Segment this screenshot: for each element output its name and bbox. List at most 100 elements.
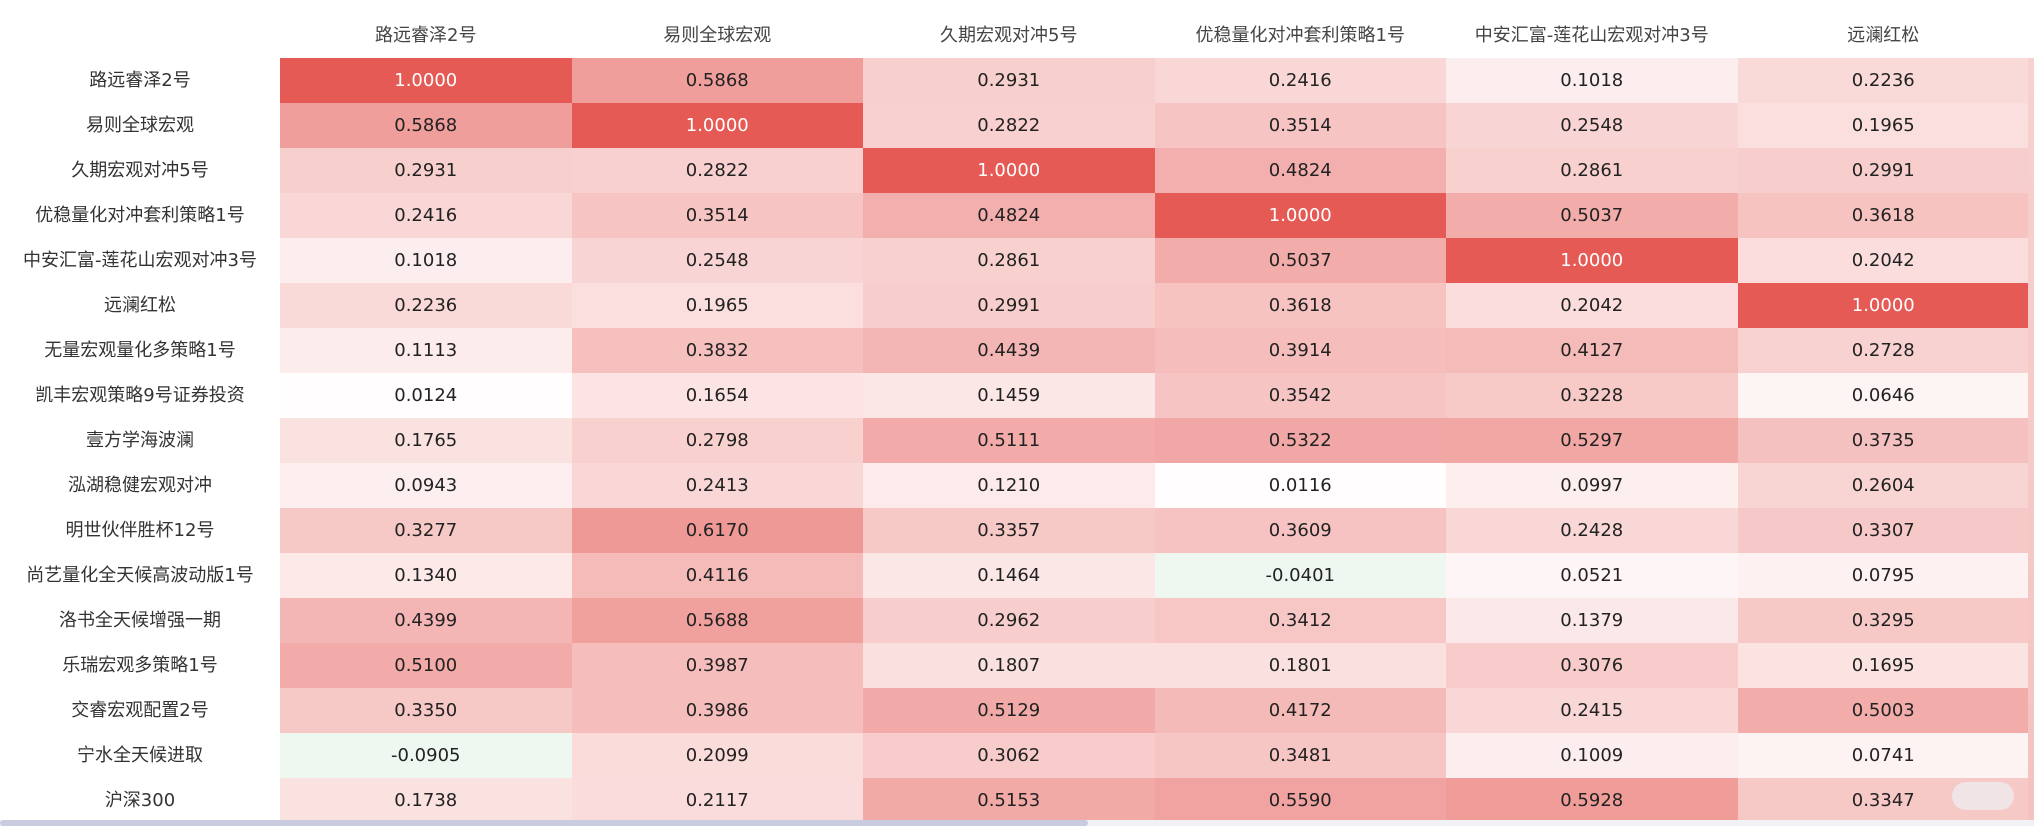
matrix-cell: 0.2236 bbox=[1737, 58, 2029, 103]
matrix-cell: 0.1340 bbox=[280, 553, 572, 598]
row-label: 洛书全天候增强一期 bbox=[59, 610, 221, 631]
matrix-cell: 0.1009 bbox=[1446, 733, 1738, 778]
matrix-cell: 0.1113 bbox=[280, 328, 572, 373]
matrix-cell: 0.3277 bbox=[280, 508, 572, 553]
matrix-cell: 0.3618 bbox=[1737, 193, 2029, 238]
floating-action-button[interactable] bbox=[1952, 782, 2014, 810]
matrix-cell: 0.3412 bbox=[1154, 598, 1446, 643]
matrix-cell: 0.2416 bbox=[280, 193, 572, 238]
matrix-cell: 0.3307 bbox=[1737, 508, 2029, 553]
horizontal-scrollbar[interactable] bbox=[0, 820, 2034, 826]
matrix-cell: 0.5590 bbox=[1154, 778, 1446, 823]
matrix-cell: 0.3914 bbox=[1154, 328, 1446, 373]
matrix-cell: 0.2991 bbox=[1737, 148, 2029, 193]
matrix-cell: 0.2931 bbox=[280, 148, 572, 193]
matrix-cell: 0.3542 bbox=[1154, 373, 1446, 418]
row-label: 无量宏观量化多策略1号 bbox=[44, 340, 236, 361]
matrix-cell: 0.2822 bbox=[571, 148, 863, 193]
matrix-cell: 0.3481 bbox=[1154, 733, 1446, 778]
matrix-cell: 0.1379 bbox=[1446, 598, 1738, 643]
row-label: 泓湖稳健宏观对冲 bbox=[68, 475, 212, 496]
matrix-cell: 0.1965 bbox=[571, 283, 863, 328]
matrix-cell: 1.0000 bbox=[571, 103, 863, 148]
matrix-cell: 0.5129 bbox=[863, 688, 1155, 733]
matrix-cell: 0.3735 bbox=[1737, 418, 2029, 463]
matrix-cell: 0.3986 bbox=[571, 688, 863, 733]
matrix-cell: -0.0905 bbox=[280, 733, 572, 778]
matrix-cell: 0.3076 bbox=[1446, 643, 1738, 688]
matrix-cell: 0.0124 bbox=[280, 373, 572, 418]
matrix-cell: 0.2991 bbox=[863, 283, 1155, 328]
matrix-cell: 0.4824 bbox=[1154, 148, 1446, 193]
corner-cell bbox=[0, 0, 280, 58]
column-header: 优稳量化对冲套利策略1号 bbox=[1195, 25, 1405, 46]
matrix-cell: 0.5037 bbox=[1154, 238, 1446, 283]
matrix-cell: 0.3295 bbox=[1737, 598, 2029, 643]
matrix-cell: 0.2099 bbox=[571, 733, 863, 778]
matrix-cell: 0.1801 bbox=[1154, 643, 1446, 688]
matrix-cell: 0.2962 bbox=[863, 598, 1155, 643]
matrix-cell: 0.4116 bbox=[571, 553, 863, 598]
matrix-cell: 0.3618 bbox=[1154, 283, 1446, 328]
row-label: 易则全球宏观 bbox=[86, 115, 194, 136]
column-header: 远澜红松 bbox=[1847, 25, 1920, 46]
matrix-cell: 0.1464 bbox=[863, 553, 1155, 598]
matrix-cell: 0.5003 bbox=[1737, 688, 2029, 733]
matrix-cell: 0.2042 bbox=[1737, 238, 2029, 283]
matrix-cell: 1.0000 bbox=[1154, 193, 1446, 238]
matrix-cell: 0.0521 bbox=[1446, 553, 1738, 598]
matrix-cell: 0.2236 bbox=[280, 283, 572, 328]
matrix-cell: 0.0795 bbox=[1737, 553, 2029, 598]
row-label: 宁水全天候进取 bbox=[77, 745, 203, 766]
row-label: 凯丰宏观策略9号证券投资 bbox=[35, 385, 245, 406]
next-column-edge bbox=[2028, 58, 2034, 826]
row-label: 路远睿泽2号 bbox=[89, 70, 191, 91]
matrix-cell: 1.0000 bbox=[280, 58, 572, 103]
matrix-cell: 0.2822 bbox=[863, 103, 1155, 148]
matrix-cell: 0.1018 bbox=[1446, 58, 1738, 103]
row-label: 优稳量化对冲套利策略1号 bbox=[35, 205, 245, 226]
matrix-cell: 0.5928 bbox=[1446, 778, 1738, 823]
matrix-cell: 0.3062 bbox=[863, 733, 1155, 778]
matrix-cell: 0.2548 bbox=[1446, 103, 1738, 148]
matrix-cell: 0.5868 bbox=[280, 103, 572, 148]
matrix-cell: 0.0116 bbox=[1154, 463, 1446, 508]
matrix-cell: 0.5100 bbox=[280, 643, 572, 688]
column-header: 中安汇富-莲花山宏观对冲3号 bbox=[1474, 25, 1709, 46]
row-label: 中安汇富-莲花山宏观对冲3号 bbox=[23, 250, 257, 271]
matrix-cell: 0.1695 bbox=[1737, 643, 2029, 688]
matrix-cell: 1.0000 bbox=[863, 148, 1155, 193]
matrix-cell: 0.3228 bbox=[1446, 373, 1738, 418]
row-label: 壹方学海波澜 bbox=[86, 430, 194, 451]
column-header: 易则全球宏观 bbox=[663, 25, 772, 46]
matrix-cell: 0.1738 bbox=[280, 778, 572, 823]
horizontal-scrollbar-thumb[interactable] bbox=[0, 820, 1088, 826]
matrix-cell: 0.0943 bbox=[280, 463, 572, 508]
matrix-cell: 0.4127 bbox=[1446, 328, 1738, 373]
matrix-cell: 0.3832 bbox=[571, 328, 863, 373]
matrix-cell: 0.0646 bbox=[1737, 373, 2029, 418]
matrix-cell: 0.5868 bbox=[571, 58, 863, 103]
matrix-cell: 0.2861 bbox=[1446, 148, 1738, 193]
matrix-cell: 1.0000 bbox=[1446, 238, 1738, 283]
matrix-cell: 0.5111 bbox=[863, 418, 1155, 463]
matrix-cell: 0.1965 bbox=[1737, 103, 2029, 148]
column-header: 路远睿泽2号 bbox=[375, 25, 477, 46]
matrix-cell: 0.2413 bbox=[571, 463, 863, 508]
row-label: 远澜红松 bbox=[104, 295, 176, 316]
row-label: 乐瑞宏观多策略1号 bbox=[62, 655, 218, 676]
matrix-cell: 0.4172 bbox=[1154, 688, 1446, 733]
matrix-cell: 0.3357 bbox=[863, 508, 1155, 553]
matrix-cell: 0.2861 bbox=[863, 238, 1155, 283]
matrix-cell: 0.0997 bbox=[1446, 463, 1738, 508]
matrix-cell: 0.4824 bbox=[863, 193, 1155, 238]
matrix-cell: 0.2042 bbox=[1446, 283, 1738, 328]
matrix-cell: 0.5688 bbox=[571, 598, 863, 643]
matrix-cell: 0.5037 bbox=[1446, 193, 1738, 238]
matrix-cell: 0.2117 bbox=[571, 778, 863, 823]
matrix-cell: -0.0401 bbox=[1154, 553, 1446, 598]
matrix-cell: 0.4439 bbox=[863, 328, 1155, 373]
matrix-cell: 0.2604 bbox=[1737, 463, 2029, 508]
matrix-cell: 1.0000 bbox=[1737, 283, 2029, 328]
